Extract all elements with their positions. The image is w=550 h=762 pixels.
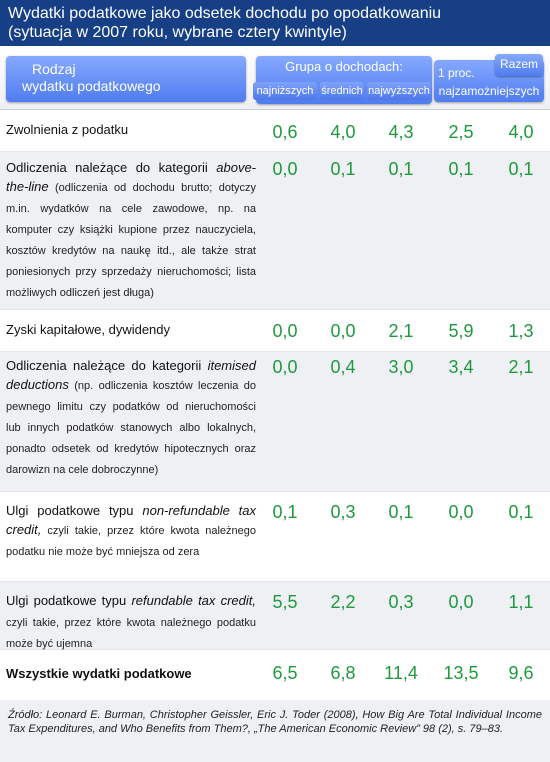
value-srednich: 0,4: [330, 357, 356, 377]
row-label-note: czyli takie, przez które kwota należnego…: [6, 525, 256, 558]
row-label: Odliczenia należące do kategorii above-t…: [6, 158, 256, 303]
value-srednich: 4,0: [330, 122, 356, 142]
value-1proc: 5,9: [448, 321, 474, 341]
value-razem: 0,1: [508, 159, 534, 179]
value-1proc: 13,5: [443, 663, 479, 683]
header-1proc-bottom: najzamożniejszych: [438, 84, 540, 98]
value-najwyzszych: 11,4: [384, 663, 418, 683]
row-label-italic: refundable tax credit,: [131, 593, 257, 608]
value-1proc: 0,1: [448, 159, 474, 179]
table-header: Rodzaj wydatku podatkowego Grupa o docho…: [0, 46, 550, 110]
row-label: Zyski kapitałowe, dywidendy: [6, 320, 256, 339]
value-1proc: 3,4: [448, 357, 474, 377]
row-label-note: (odliczenia od dochodu brutto; dotyczy m…: [6, 182, 256, 299]
value-razem: 0,1: [508, 502, 534, 522]
table-row: Odliczenia należące do kategorii above-t…: [0, 152, 550, 310]
header-1proc-top: 1 proc.: [438, 66, 475, 80]
value-najnizszych: 0,0: [272, 159, 298, 179]
value-najnizszych: 0,0: [272, 357, 298, 377]
header-col-razem: Razem: [495, 54, 543, 76]
row-label-text: Wszystkie wydatki podatkowe: [6, 666, 192, 681]
header-rodzaj-line-1: Rodzaj: [32, 61, 76, 77]
table-row: Zyski kapitałowe, dywidendy 0,0 0,0 2,1 …: [0, 310, 550, 352]
table-row: Zwolnienia z podatku 0,6 4,0 4,3 2,5 4,0: [0, 110, 550, 152]
row-label-italic: non-refundable tax credit,: [6, 503, 256, 537]
value-najnizszych: 0,1: [272, 502, 298, 522]
header-col-srednich: średnich: [320, 82, 364, 100]
row-label-text: Zyski kapitałowe, dywidendy: [6, 322, 171, 337]
row-label: Zwolnienia z podatku: [6, 120, 256, 139]
value-srednich: 0,0: [330, 321, 356, 341]
header-grupa-label: Grupa o dochodach:: [285, 59, 403, 74]
table-row: Wszystkie wydatki podatkowe 6,5 6,8 11,4…: [0, 650, 550, 700]
header-col-najnizszych: najniższych: [253, 82, 317, 100]
value-najnizszych: 0,6: [272, 122, 298, 142]
row-label: Ulgi podatkowe typu non-refundable tax c…: [6, 501, 256, 562]
value-razem: 2,1: [508, 357, 534, 377]
table-title: Wydatki podatkowe jako odsetek dochodu p…: [0, 0, 550, 46]
header-rodzaj-line-2: wydatku podatkowego: [22, 78, 161, 94]
row-label: Odliczenia należące do kategorii itemise…: [6, 356, 256, 480]
table-row: Odliczenia należące do kategorii itemise…: [0, 352, 550, 492]
header-col-najwyzszych: najwyższych: [367, 82, 431, 100]
header-rodzaj: Rodzaj wydatku podatkowego: [6, 56, 246, 102]
value-1proc: 0,0: [448, 592, 474, 612]
table-row: Ulgi podatkowe typu refundable tax credi…: [0, 582, 550, 650]
value-srednich: 0,3: [330, 502, 356, 522]
value-najwyzszych: 0,1: [388, 502, 414, 522]
value-srednich: 2,2: [330, 592, 356, 612]
value-1proc: 2,5: [448, 122, 474, 142]
value-najwyzszych: 0,3: [388, 592, 414, 612]
value-srednich: 0,1: [330, 159, 356, 179]
value-1proc: 0,0: [448, 502, 474, 522]
row-label-note: czyli takie, przez które kwota należnego…: [6, 617, 256, 650]
row-label-text: Zwolnienia z podatku: [6, 122, 129, 137]
value-razem: 4,0: [508, 122, 534, 142]
row-label: Ulgi podatkowe typu refundable tax credi…: [6, 591, 256, 654]
table-row: Ulgi podatkowe typu non-refundable tax c…: [0, 492, 550, 582]
row-label-text: Ulgi podatkowe typu: [6, 593, 132, 608]
value-najwyzszych: 3,0: [388, 357, 414, 377]
value-najnizszych: 6,5: [272, 663, 298, 683]
row-label-italic: above-the-line: [6, 160, 256, 194]
row-label-note: (np. odliczenia kosztów leczenia do pewn…: [6, 380, 256, 476]
value-najwyzszych: 0,1: [388, 159, 414, 179]
value-razem: 1,1: [508, 592, 534, 612]
value-najwyzszych: 4,3: [388, 122, 414, 142]
row-label: Wszystkie wydatki podatkowe: [6, 664, 256, 683]
row-label-text: Ulgi podatkowe typu: [6, 503, 143, 518]
value-srednich: 6,8: [330, 663, 356, 683]
row-label-text: Odliczenia należące do kategorii: [6, 358, 208, 373]
source-note: Źródło: Leonard E. Burman, Christopher G…: [0, 700, 550, 762]
row-label-text: Odliczenia należące do kategorii: [6, 160, 217, 175]
value-najnizszych: 5,5: [272, 592, 298, 612]
title-line-2: (sytuacja w 2007 roku, wybrane cztery kw…: [8, 24, 347, 41]
title-line-1: Wydatki podatkowe jako odsetek dochodu p…: [8, 5, 442, 22]
value-razem: 9,6: [508, 663, 534, 683]
row-label-italic: itemised deductions: [6, 358, 256, 392]
value-najwyzszych: 2,1: [388, 321, 414, 341]
value-najnizszych: 0,0: [272, 321, 298, 341]
value-razem: 1,3: [508, 321, 534, 341]
